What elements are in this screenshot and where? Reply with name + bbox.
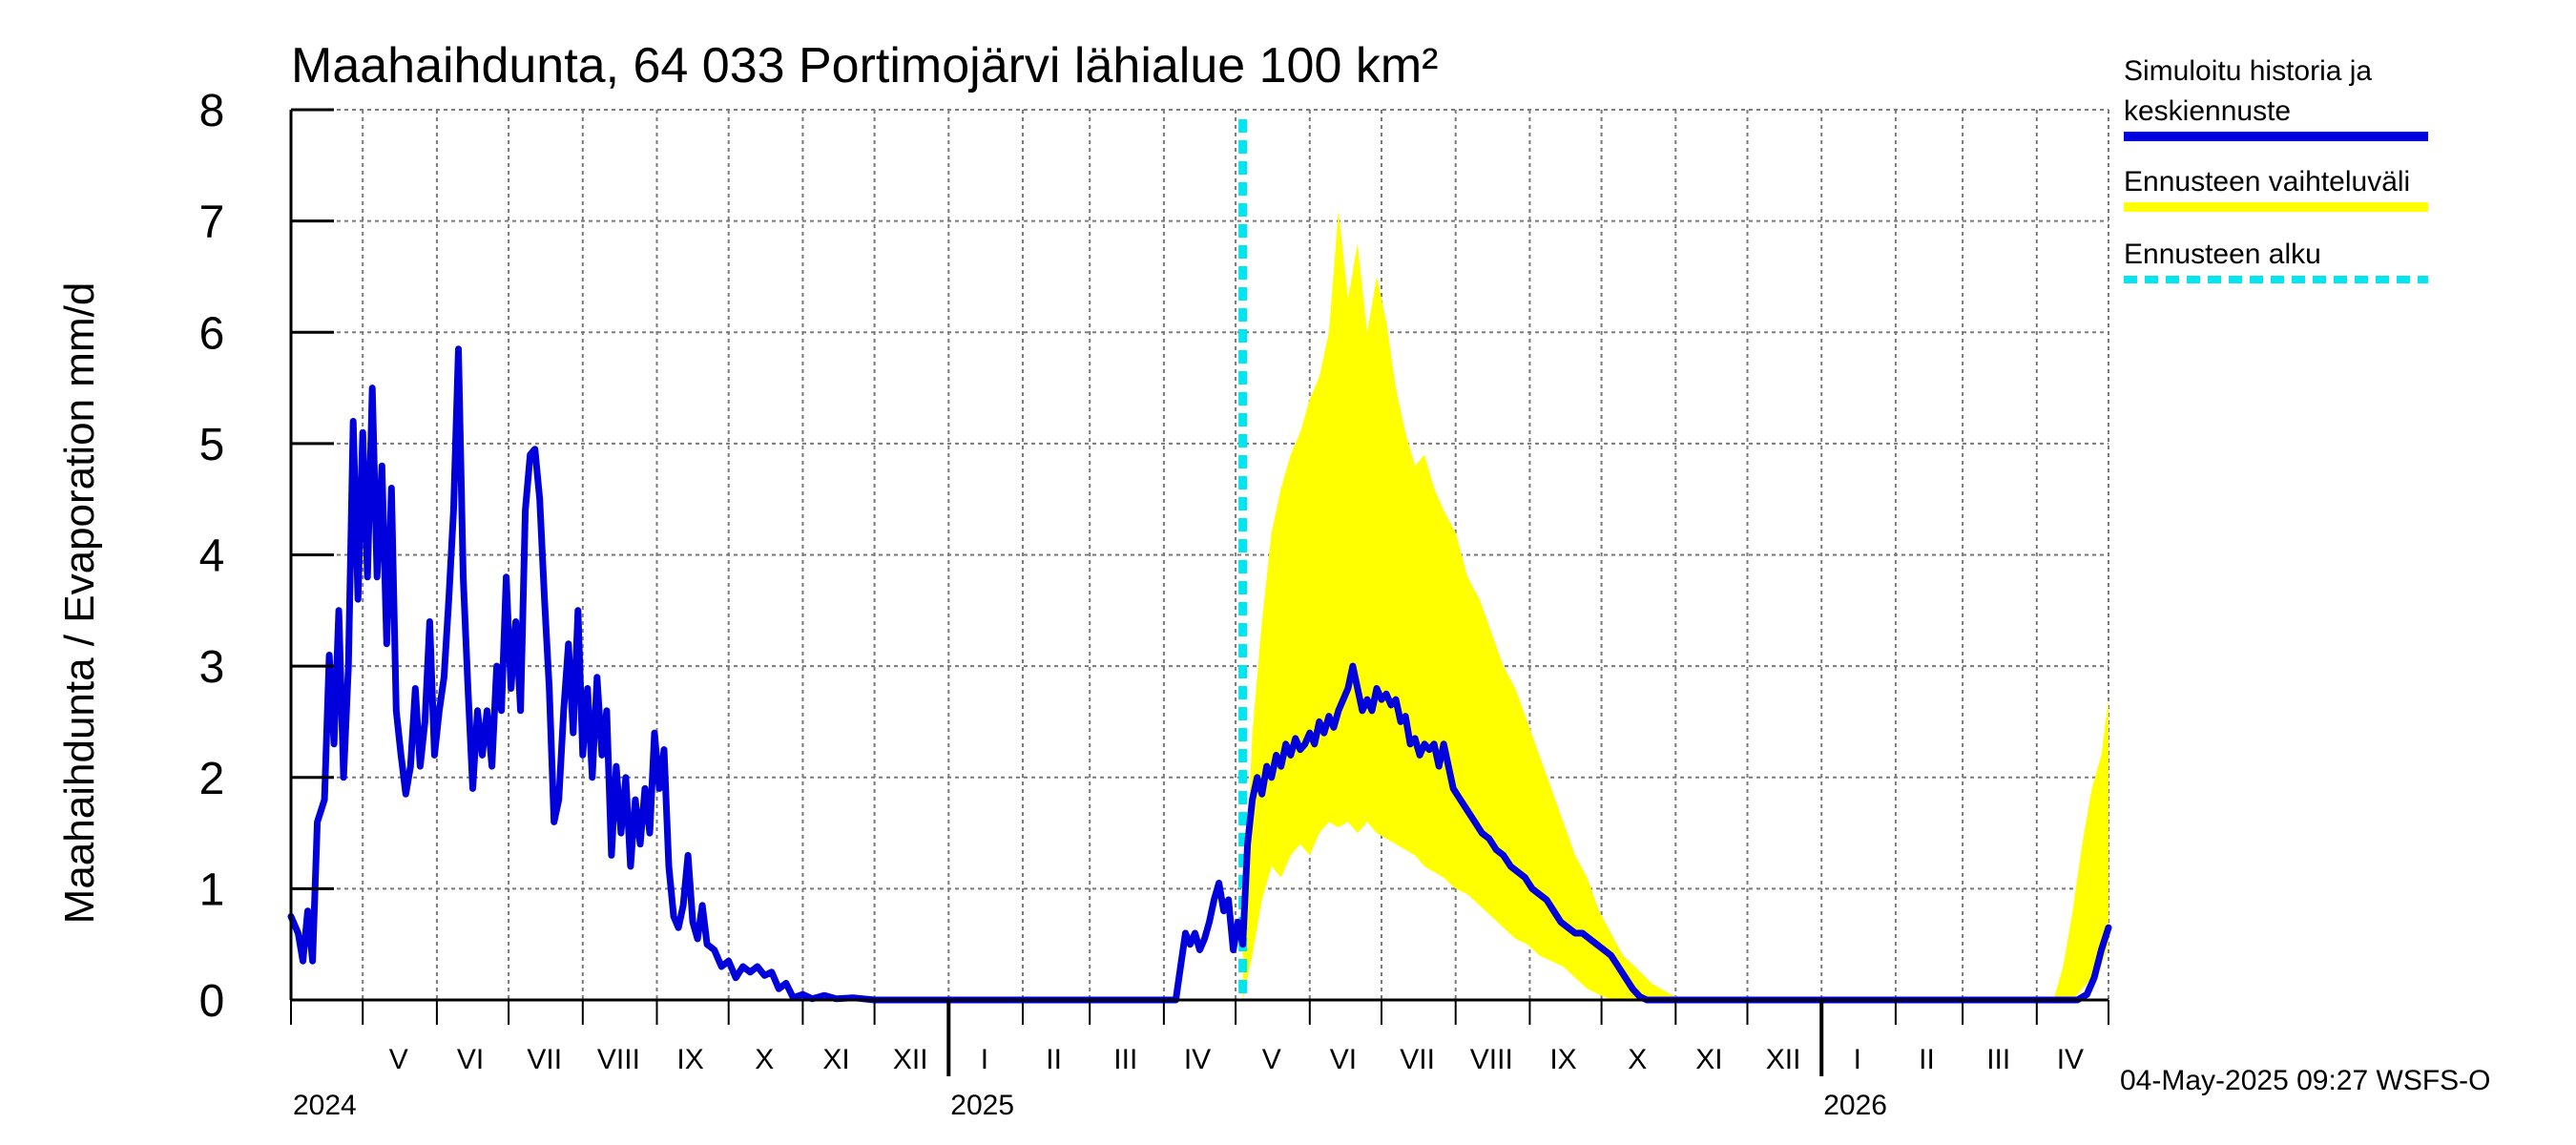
simulated-series: [287, 345, 2112, 1004]
legend-label: Simuloitu historia ja: [2124, 55, 2372, 87]
month-label: XII: [893, 1044, 928, 1075]
chart-title: Maahaihdunta, 64 033 Portimojärvi lähial…: [291, 38, 1438, 94]
month-label: IV: [1184, 1044, 1211, 1075]
year-label: 2025: [950, 1090, 1014, 1121]
month-label: III: [1113, 1044, 1137, 1075]
month-label: III: [1986, 1044, 2010, 1075]
month-label: VII: [527, 1044, 562, 1075]
month-label: I: [1854, 1044, 1861, 1075]
y-tick-label: 2: [199, 754, 225, 804]
month-label: IX: [676, 1044, 703, 1075]
grid-lines: [291, 109, 2109, 1000]
month-label: I: [981, 1044, 988, 1075]
month-label: VIII: [1470, 1044, 1513, 1075]
legend: Simuloitu historia ja keskiennuste Ennuste…: [2124, 55, 2428, 283]
simulated-series-line: [287, 345, 2112, 1004]
month-label: VI: [457, 1044, 484, 1075]
month-label: IX: [1549, 1044, 1576, 1075]
y-axis-label: Maahaihdunta / Evaporation mm/d: [56, 282, 103, 925]
month-label: XI: [1695, 1044, 1722, 1075]
legend-label: Ennusteen vaihteluväli: [2124, 166, 2410, 198]
plot-axes: [289, 108, 2109, 1076]
x-tick-labels: V VI VII VIII IX X XI XII I II III IV V VI VII VIII IX X X…: [293, 1044, 2084, 1121]
month-label: X: [1628, 1044, 1647, 1075]
month-label: VI: [1330, 1044, 1357, 1075]
y-tick-label: 5: [199, 420, 225, 470]
year-label: 2026: [1823, 1090, 1887, 1121]
y-tick-label: 3: [199, 642, 225, 693]
y-tick-label: 6: [199, 308, 225, 359]
month-label: II: [1046, 1044, 1062, 1075]
month-label: X: [755, 1044, 774, 1075]
y-tick-label: 4: [199, 531, 225, 582]
month-label: VIII: [597, 1044, 640, 1075]
month-label: VII: [1400, 1044, 1435, 1075]
month-label: V: [1262, 1044, 1281, 1075]
month-label: IV: [2057, 1044, 2084, 1075]
legend-label: keskiennuste: [2124, 95, 2291, 127]
y-tick-labels: 0 1 2 3 4 5 6 7 8: [199, 86, 225, 1027]
y-tick-label: 0: [199, 976, 225, 1027]
month-label: XII: [1766, 1044, 1801, 1075]
y-tick-label: 8: [199, 86, 225, 136]
month-label: XI: [822, 1044, 849, 1075]
month-label: V: [389, 1044, 408, 1075]
y-tick-label: 7: [199, 198, 225, 248]
month-label: II: [1919, 1044, 1935, 1075]
legend-label: Ennusteen alku: [2124, 239, 2321, 270]
year-label: 2024: [293, 1090, 357, 1121]
timestamp-footer: 04-May-2025 09:27 WSFS-O: [2120, 1065, 2491, 1096]
y-tick-label: 1: [199, 864, 225, 915]
